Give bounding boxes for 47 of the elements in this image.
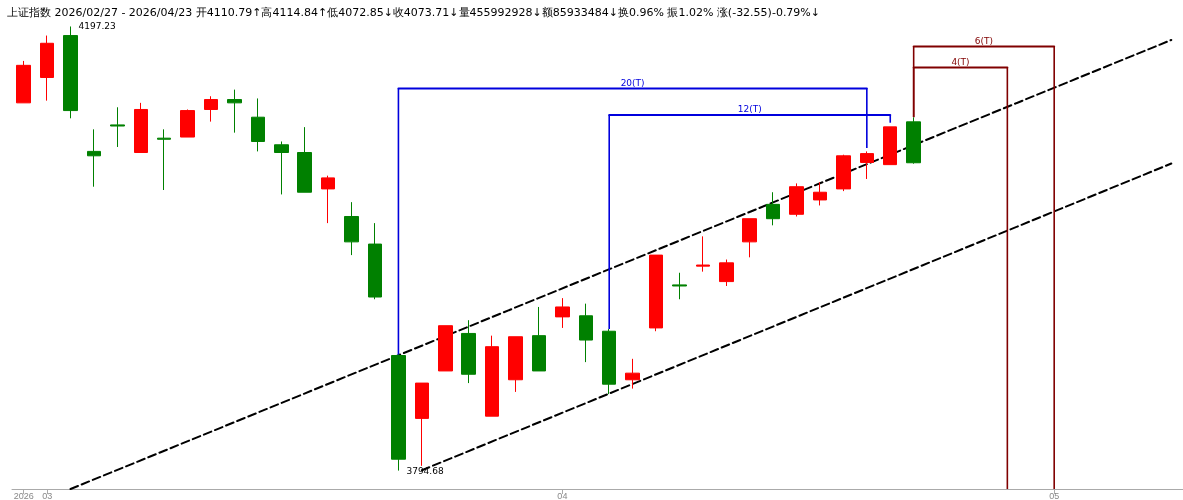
candlestick — [883, 126, 897, 166]
candlestick — [134, 102, 148, 153]
series-label: 20(T) — [620, 78, 645, 89]
candlestick — [719, 259, 734, 287]
candlestick — [579, 303, 593, 363]
candlestick — [40, 35, 54, 102]
candlestick — [766, 191, 780, 226]
candlestick — [368, 222, 382, 300]
x-tick-label: 2026 — [13, 490, 34, 500]
x-tick-label: 05 — [1049, 490, 1060, 500]
candlestick — [532, 306, 546, 372]
series-label: 4(T) — [951, 57, 970, 68]
chart-title: 上证指数 2026/02/27 - 2026/04/23 开4110.79↑高4114.84↑低4072.85↓收4073.71↓量455992928↓额85933484↓换0.96% 振1.02% 涨(-32.55)-0.79%↓ — [7, 6, 821, 19]
candlestick — [204, 95, 218, 123]
candlestick — [63, 25, 78, 119]
candlestick — [602, 328, 616, 395]
candlestick — [344, 201, 359, 256]
candlestick — [625, 358, 640, 390]
candlestick — [813, 181, 827, 206]
candlestick — [742, 218, 757, 258]
candlestick — [485, 335, 499, 417]
candlestick — [789, 182, 804, 217]
candlestick — [274, 140, 289, 195]
candlestick — [110, 106, 125, 148]
x-tick-label: 03 — [42, 490, 53, 500]
candlestick — [321, 175, 335, 224]
candlestick — [180, 108, 195, 138]
candlestick — [696, 235, 710, 273]
candlestick — [672, 272, 687, 300]
x-tick-label: 04 — [557, 490, 568, 500]
candlestick — [555, 297, 570, 329]
candlestick — [297, 126, 312, 193]
candlestick — [860, 150, 874, 180]
candlestick — [649, 254, 663, 332]
candlestick — [251, 97, 265, 152]
candlestick — [87, 128, 101, 188]
candlestick — [461, 319, 476, 384]
candlestick — [415, 382, 429, 467]
text: 4197.23 — [78, 21, 116, 32]
candlestick — [16, 60, 31, 104]
series-label: 12(T) — [737, 104, 762, 115]
candlestick — [157, 128, 171, 191]
candlestick — [227, 89, 242, 134]
candlestick — [836, 154, 851, 192]
series-label: 6(T) — [974, 36, 994, 47]
candlestick — [438, 325, 453, 372]
candlestick — [508, 336, 523, 393]
